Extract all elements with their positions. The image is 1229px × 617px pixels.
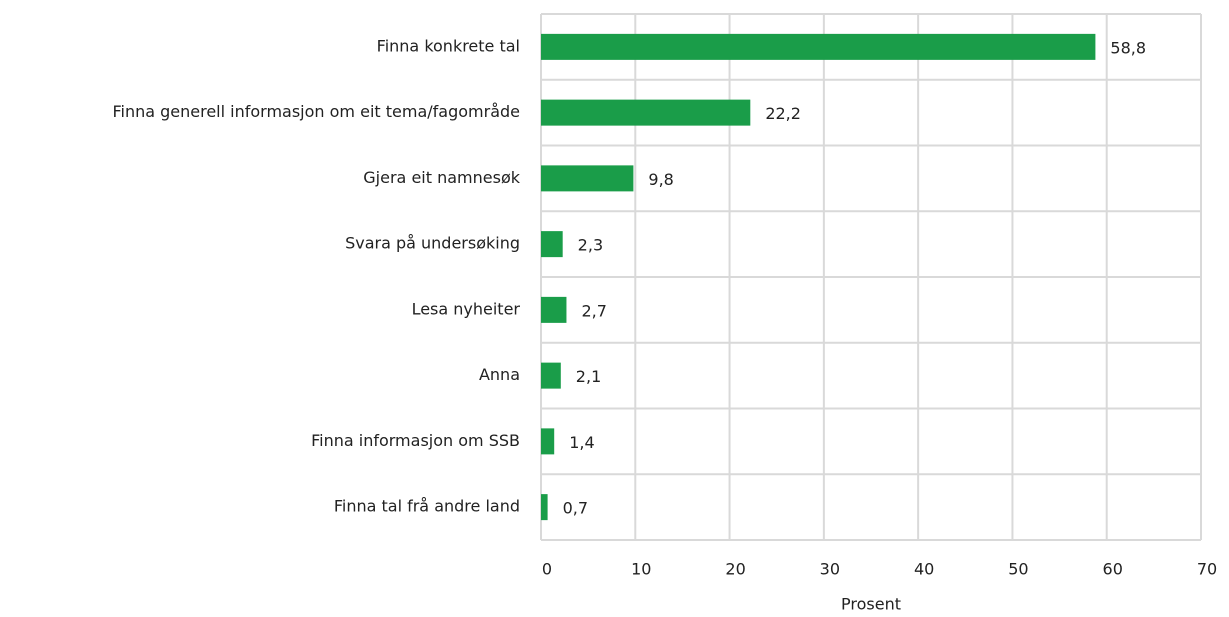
x-tick-label: 70: [1197, 560, 1217, 579]
value-label: 2,7: [581, 301, 606, 320]
y-tick-label: Finna tal frå andre land: [334, 497, 520, 516]
value-label: 58,8: [1110, 38, 1146, 57]
x-tick-label: 50: [1008, 560, 1028, 579]
y-tick-label: Finna generell informasjon om eit tema/f…: [112, 102, 520, 121]
value-label: 2,1: [576, 367, 601, 386]
bar: [541, 165, 634, 192]
x-tick-label: 10: [631, 560, 651, 579]
x-tick-label: 20: [725, 560, 745, 579]
value-label: 2,3: [578, 236, 603, 255]
value-label: 0,7: [563, 499, 588, 518]
value-label: 9,8: [648, 170, 673, 189]
y-tick-label: Lesa nyheiter: [412, 299, 521, 318]
x-tick-label: 60: [1103, 560, 1123, 579]
y-tick-label: Anna: [479, 365, 520, 384]
x-axis-title: Prosent: [841, 595, 901, 614]
bar: [541, 231, 563, 258]
x-tick-label: 30: [820, 560, 840, 579]
y-tick-label: Svara på undersøking: [345, 234, 520, 253]
bar: [541, 99, 751, 126]
y-tick-label: Finna konkrete tal: [377, 36, 520, 55]
y-tick-label: Finna informasjon om SSB: [311, 431, 520, 450]
value-label: 22,2: [765, 104, 801, 123]
value-label: 1,4: [569, 433, 594, 452]
bar: [541, 494, 548, 521]
bar: [541, 362, 561, 389]
x-tick-label: 0: [542, 560, 552, 579]
bar: [541, 296, 567, 323]
bar: [541, 33, 1096, 60]
bar: [541, 428, 555, 455]
y-tick-label: Gjera eit namnesøk: [363, 168, 520, 187]
x-tick-label: 40: [914, 560, 934, 579]
